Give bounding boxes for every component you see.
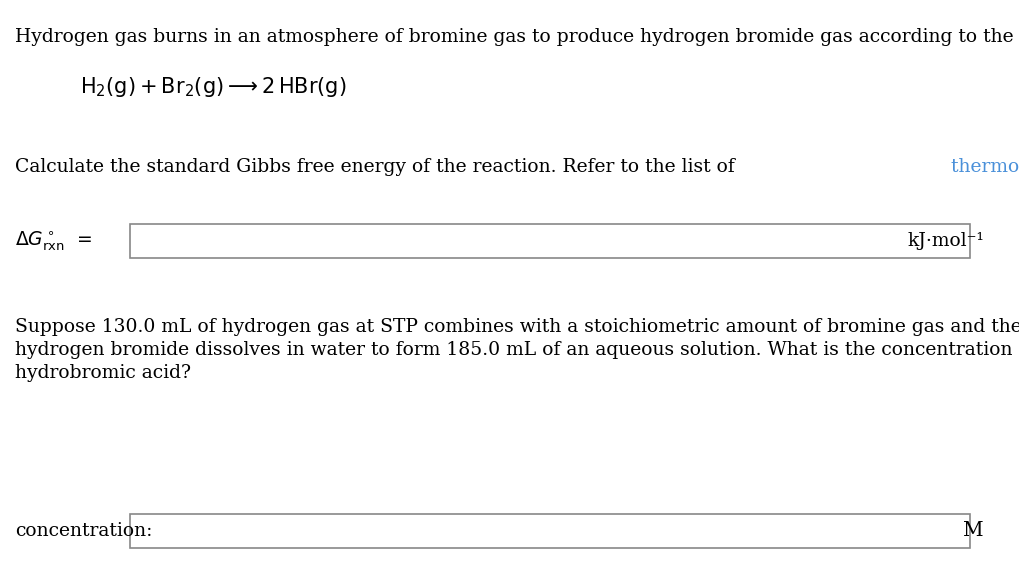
Text: Hydrogen gas burns in an atmosphere of bromine gas to produce hydrogen bromide g: Hydrogen gas burns in an atmosphere of b… <box>15 28 1019 46</box>
Text: $\mathrm{H_2(g) + Br_2(g) \longrightarrow 2\,HBr(g)}$: $\mathrm{H_2(g) + Br_2(g) \longrightarro… <box>81 75 346 99</box>
Text: thermodynamic values.: thermodynamic values. <box>952 158 1019 176</box>
Text: $\Delta G^\circ_{\mathrm{rxn}}$  =: $\Delta G^\circ_{\mathrm{rxn}}$ = <box>15 230 92 253</box>
Text: Suppose 130.0 mL of hydrogen gas at STP combines with a stoichiometric amount of: Suppose 130.0 mL of hydrogen gas at STP … <box>15 318 1019 336</box>
Text: concentration:: concentration: <box>15 522 153 540</box>
Text: Calculate the standard Gibbs free energy of the reaction. Refer to the list of: Calculate the standard Gibbs free energy… <box>15 158 741 176</box>
FancyBboxPatch shape <box>130 514 970 548</box>
Text: M: M <box>963 522 984 541</box>
Text: hydrobromic acid?: hydrobromic acid? <box>15 364 191 382</box>
Text: hydrogen bromide dissolves in water to form 185.0 mL of an aqueous solution. Wha: hydrogen bromide dissolves in water to f… <box>15 341 1019 359</box>
Text: kJ·mol⁻¹: kJ·mol⁻¹ <box>907 232 984 250</box>
FancyBboxPatch shape <box>130 224 970 258</box>
